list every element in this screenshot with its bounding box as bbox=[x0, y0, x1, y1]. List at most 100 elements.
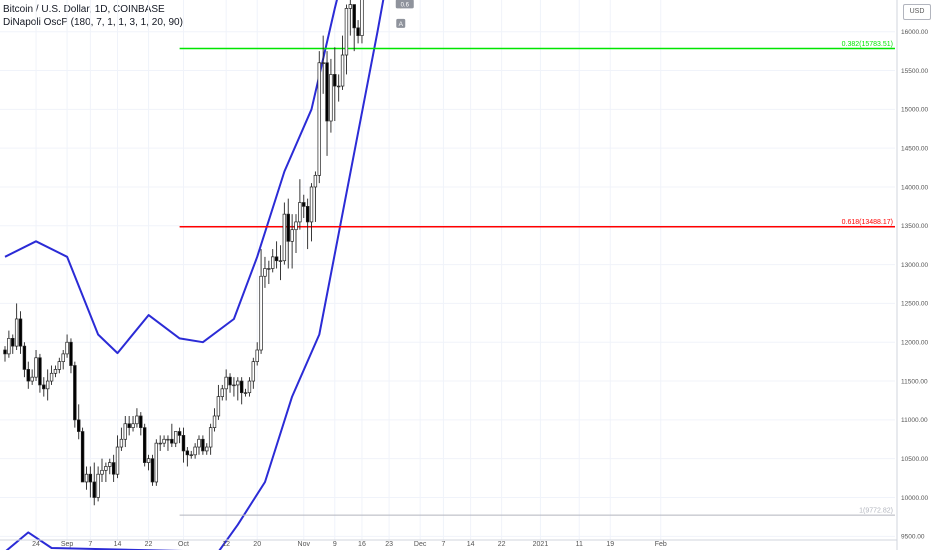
candle bbox=[146, 454, 151, 471]
candle-body bbox=[212, 415, 217, 428]
price-tick-label: 11500.00 bbox=[901, 378, 928, 385]
candle-body bbox=[57, 361, 62, 370]
time-tick-label: 2021 bbox=[533, 541, 549, 548]
candle-body bbox=[11, 338, 15, 347]
pattern-point-a[interactable]: A bbox=[396, 18, 406, 28]
candle bbox=[208, 423, 213, 455]
candle-body bbox=[274, 256, 279, 262]
candle-body bbox=[236, 380, 240, 386]
candle-body bbox=[329, 74, 333, 122]
time-tick-label: Sep bbox=[61, 541, 74, 548]
candle-body bbox=[360, 0, 364, 36]
ratio-badge-text: 0.6 bbox=[401, 2, 410, 8]
candle bbox=[139, 412, 143, 436]
time-tick-label: 22 bbox=[145, 541, 153, 548]
candle bbox=[255, 342, 259, 366]
candle-body bbox=[92, 481, 96, 498]
candle-body bbox=[26, 369, 30, 382]
pattern-point-bg bbox=[396, 18, 406, 28]
candle-body bbox=[158, 442, 162, 445]
candle-body bbox=[53, 369, 58, 374]
currency-badge[interactable]: USD bbox=[903, 4, 931, 20]
candle bbox=[329, 58, 333, 133]
candle bbox=[18, 311, 23, 354]
candle bbox=[80, 427, 85, 483]
candle-body bbox=[127, 423, 131, 428]
candle bbox=[96, 466, 100, 502]
candle bbox=[73, 361, 77, 428]
symbol-title[interactable]: Bitcoin / U.S. Dollar, 1D, COINBASE bbox=[3, 4, 165, 15]
pattern-point-text: A bbox=[399, 21, 404, 28]
candle-body bbox=[333, 74, 337, 87]
candle bbox=[356, 20, 360, 44]
time-tick-label: Dec bbox=[414, 541, 427, 548]
candle-body bbox=[259, 275, 263, 351]
candle-body bbox=[135, 415, 139, 425]
candle bbox=[108, 458, 112, 475]
candle bbox=[53, 365, 58, 378]
candle-body bbox=[166, 438, 170, 441]
candle bbox=[142, 423, 147, 467]
indicator-title[interactable]: DiNapoli OscP (180, 7, 1, 1, 3, 1, 20, 9… bbox=[3, 17, 183, 28]
time-tick-label: 12 bbox=[222, 541, 230, 548]
ratio-badge[interactable]: 0.6 bbox=[395, 0, 414, 8]
price-tick-label: 13500.00 bbox=[901, 223, 928, 230]
price-tick-label: 14500.00 bbox=[901, 145, 928, 152]
grid-layer bbox=[0, 0, 895, 540]
candle bbox=[243, 388, 248, 397]
candle bbox=[185, 447, 190, 467]
candle bbox=[61, 350, 65, 370]
candle bbox=[189, 450, 193, 459]
fib-levels: 0(19498.86)0.382(15783.51)0.618(13488.17… bbox=[179, 41, 895, 516]
candle bbox=[3, 346, 7, 362]
candle bbox=[123, 415, 127, 448]
candle bbox=[119, 427, 124, 451]
candle bbox=[127, 415, 131, 436]
time-tick-label: 9 bbox=[333, 541, 337, 548]
candle bbox=[158, 435, 162, 451]
candle bbox=[174, 431, 178, 448]
candle-body bbox=[325, 62, 329, 122]
candle bbox=[309, 183, 314, 242]
time-tick-label: 14 bbox=[467, 541, 475, 548]
time-tick-label: Nov bbox=[298, 541, 311, 548]
candle bbox=[42, 377, 46, 397]
candle-body bbox=[348, 4, 353, 9]
lower-band-line bbox=[5, 0, 385, 550]
price-tick-label: 15000.00 bbox=[901, 107, 928, 114]
candle-body bbox=[224, 376, 228, 390]
candle bbox=[150, 454, 155, 486]
candle-body bbox=[18, 318, 23, 347]
candle-body bbox=[14, 318, 19, 347]
candle bbox=[278, 245, 283, 281]
harmonic-pattern: 0.6070.61.6183.271XABCD??? bbox=[395, 0, 414, 28]
time-tick-label: 19 bbox=[606, 541, 614, 548]
candle bbox=[336, 74, 341, 102]
candle bbox=[49, 365, 54, 385]
candle bbox=[38, 353, 42, 393]
candle-body bbox=[139, 415, 143, 428]
candle bbox=[14, 303, 19, 351]
fib-level-label: 1(9772.82) bbox=[859, 508, 893, 515]
time-tick-label: Feb bbox=[655, 541, 667, 548]
candle bbox=[333, 47, 337, 121]
candle-body bbox=[305, 206, 310, 223]
candle bbox=[321, 35, 325, 94]
candle-body bbox=[142, 427, 147, 463]
candle bbox=[232, 377, 236, 397]
time-tick-label: 16 bbox=[358, 541, 366, 548]
candle bbox=[348, 0, 353, 36]
candle-body bbox=[290, 229, 294, 242]
price-tick-label: 11000.00 bbox=[901, 417, 928, 424]
candle-body bbox=[344, 8, 349, 56]
candle-body bbox=[247, 380, 252, 394]
candle-body bbox=[174, 431, 178, 444]
candle-body bbox=[119, 438, 124, 448]
candle-body bbox=[80, 431, 85, 483]
candlesticks bbox=[3, 0, 402, 506]
candle bbox=[162, 435, 166, 448]
candle-body bbox=[189, 454, 193, 456]
candle bbox=[286, 198, 290, 269]
